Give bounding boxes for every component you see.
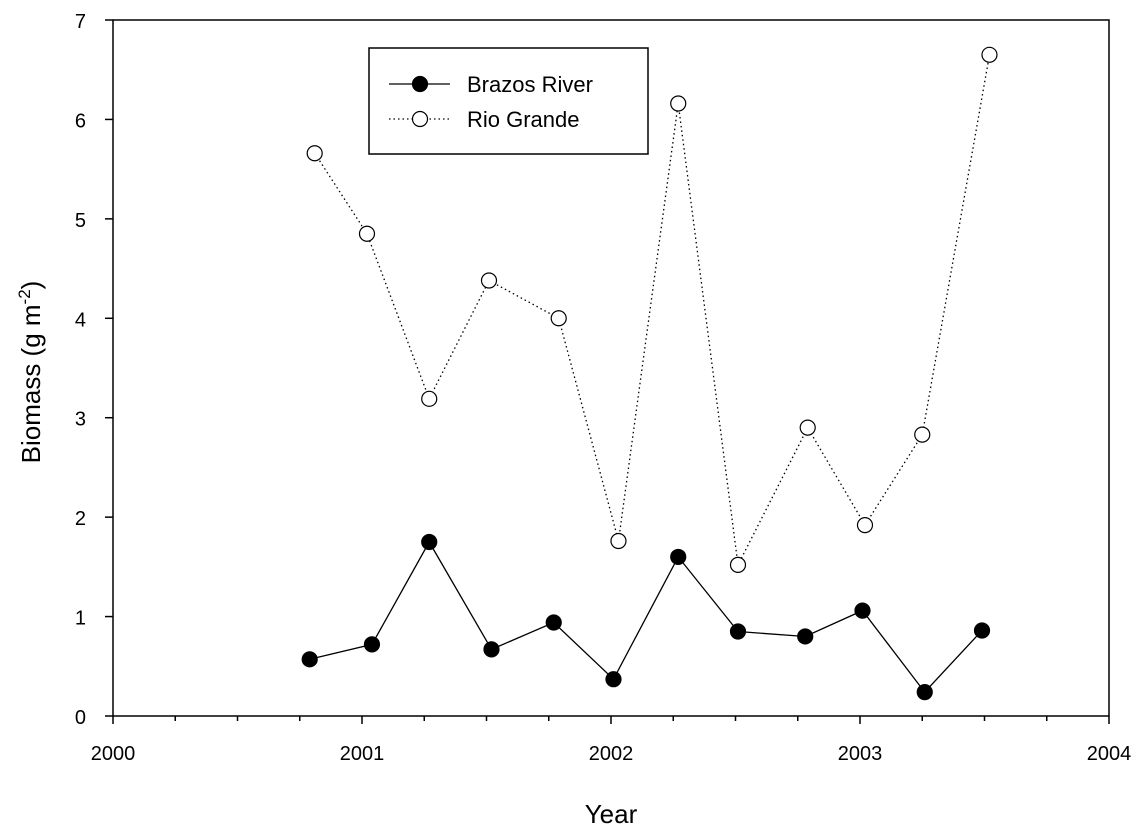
x-tick-label: 2000 — [91, 743, 136, 765]
y-tick-label: 0 — [75, 707, 86, 729]
data-point-brazos-river — [973, 622, 991, 639]
series-line-rio-grande — [314, 54, 991, 568]
legend-box — [368, 47, 649, 155]
x-tick-label: 2004 — [1087, 743, 1132, 765]
data-point-rio-grande — [799, 419, 816, 436]
y-tick-label: 5 — [75, 210, 86, 232]
x-axis-title: Year — [585, 799, 638, 829]
x-tick-label: 2001 — [340, 743, 385, 765]
data-point-brazos-river — [916, 684, 933, 701]
data-point-brazos-river — [797, 628, 814, 645]
data-point-brazos-river — [421, 533, 438, 551]
legend-marker-brazos-river — [411, 75, 429, 93]
data-point-rio-grande — [856, 516, 874, 534]
data-point-brazos-river — [301, 651, 318, 668]
data-point-brazos-river — [483, 641, 500, 658]
y-axis-title: Biomass (g m-2) — [15, 281, 46, 464]
data-point-rio-grande — [670, 95, 687, 112]
y-axis-ticks: 0 1 2 3 4 5 6 7 — [75, 11, 113, 729]
y-tick-label: 4 — [75, 309, 86, 331]
data-point-rio-grande — [914, 426, 931, 443]
data-point-rio-grande — [610, 532, 627, 550]
x-tick-label: 2002 — [589, 743, 634, 765]
legend-label-brazos-river: Brazos River — [467, 72, 593, 97]
series-layer — [301, 46, 998, 701]
y-tick-label: 1 — [75, 608, 86, 630]
y-axis-title-superscript: -2 — [15, 289, 34, 304]
x-tick-label: 2003 — [838, 743, 883, 765]
data-point-rio-grande — [729, 556, 747, 573]
y-tick-label: 3 — [75, 409, 86, 431]
data-point-brazos-river — [363, 636, 381, 653]
data-point-brazos-river — [670, 548, 687, 566]
y-axis-title-suffix: ) — [16, 281, 46, 290]
y-tick-label: 7 — [75, 11, 86, 33]
data-point-rio-grande — [981, 46, 998, 63]
x-axis-ticks: 2000 2001 2002 2003 2004 — [91, 716, 1132, 765]
legend: Brazos River Rio Grande — [368, 47, 649, 155]
legend-marker-rio-grande — [411, 110, 429, 128]
data-point-rio-grande — [358, 225, 376, 242]
y-axis-title-main: Biomass (g m — [16, 304, 46, 463]
data-point-brazos-river — [729, 623, 747, 640]
data-point-brazos-river — [854, 602, 871, 619]
data-point-rio-grande — [550, 310, 567, 327]
data-point-rio-grande — [306, 145, 323, 162]
data-point-brazos-river — [545, 614, 562, 631]
data-point-rio-grande — [480, 272, 498, 289]
data-point-rio-grande — [421, 390, 438, 407]
series-line-brazos-river — [309, 540, 983, 694]
y-tick-label: 2 — [75, 508, 86, 530]
y-tick-label: 6 — [75, 110, 86, 132]
legend-label-rio-grande: Rio Grande — [467, 107, 580, 132]
data-point-brazos-river — [605, 671, 622, 688]
